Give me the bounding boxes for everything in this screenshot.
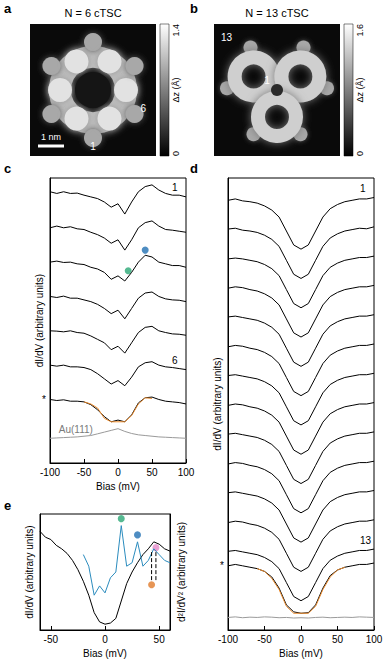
svg-text:-100: -100 [218, 634, 238, 645]
svg-text:b: b [190, 1, 198, 16]
svg-text:13: 13 [221, 32, 233, 43]
svg-text:c: c [4, 161, 11, 176]
svg-text:6: 6 [172, 355, 178, 366]
svg-text:1: 1 [90, 141, 96, 152]
svg-text:0: 0 [171, 151, 181, 156]
svg-text:*: * [42, 394, 46, 405]
svg-text:Bias (mV): Bias (mV) [96, 481, 140, 492]
svg-text:0: 0 [102, 634, 108, 645]
svg-text:dI/dV (arbitrary units): dI/dV (arbitrary units) [24, 525, 35, 618]
svg-text:1.4: 1.4 [171, 24, 181, 37]
svg-text:-50: -50 [257, 634, 272, 645]
svg-text:100: 100 [178, 467, 195, 478]
svg-text:Δz (Å): Δz (Å) [355, 77, 365, 102]
svg-text:1: 1 [264, 75, 270, 86]
svg-text:Au(111): Au(111) [59, 424, 93, 435]
svg-text:100: 100 [366, 634, 383, 645]
svg-text:d²I/dV² (arbitrary units): d²I/dV² (arbitrary units) [176, 522, 187, 622]
svg-text:0: 0 [355, 151, 365, 156]
svg-text:0: 0 [298, 634, 304, 645]
svg-text:-50: -50 [44, 634, 59, 645]
svg-text:50: 50 [154, 634, 166, 645]
svg-text:1.6: 1.6 [355, 24, 365, 37]
svg-text:0: 0 [115, 467, 121, 478]
svg-text:N = 6 cTSC: N = 6 cTSC [64, 7, 121, 19]
svg-text:1: 1 [172, 182, 178, 193]
svg-text:e: e [4, 498, 11, 513]
svg-text:Δz (Å): Δz (Å) [171, 77, 181, 102]
svg-text:13: 13 [360, 535, 372, 546]
svg-text:6: 6 [141, 103, 147, 114]
svg-text:Bias (mV): Bias (mV) [83, 648, 127, 659]
svg-text:50: 50 [146, 467, 158, 478]
svg-text:Bias (mV): Bias (mV) [279, 648, 323, 659]
svg-text:-100: -100 [40, 467, 60, 478]
svg-text:50: 50 [332, 634, 344, 645]
svg-text:dI/dV (arbitrary units): dI/dV (arbitrary units) [212, 357, 223, 450]
svg-text:-50: -50 [77, 467, 92, 478]
svg-text:1: 1 [360, 183, 366, 194]
svg-text:a: a [4, 1, 12, 16]
svg-text:*: * [220, 560, 224, 571]
svg-text:N = 13 cTSC: N = 13 cTSC [245, 7, 308, 19]
svg-text:d: d [190, 161, 198, 176]
svg-text:dI/dV (arbitrary units): dI/dV (arbitrary units) [34, 274, 45, 367]
svg-text:1 nm: 1 nm [41, 132, 61, 142]
